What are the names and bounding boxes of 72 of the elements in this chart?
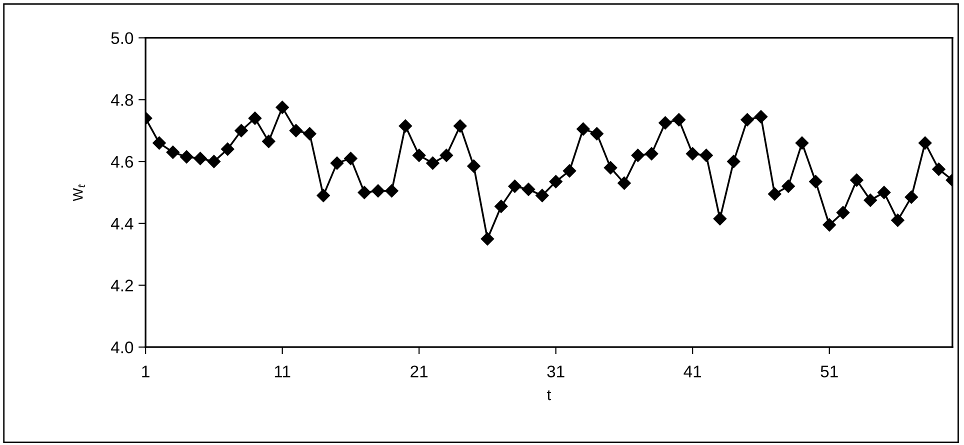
point	[631, 148, 644, 162]
y-tick-label: 4.6	[110, 156, 134, 168]
point	[276, 100, 289, 114]
point	[262, 134, 276, 148]
point	[152, 136, 166, 150]
y-tick-label: 4.8	[110, 94, 134, 106]
y-axis-title: W$_{t}$	[73, 184, 85, 202]
point	[700, 148, 713, 162]
point	[385, 184, 398, 198]
point	[754, 110, 768, 124]
point	[768, 187, 782, 201]
point	[576, 122, 590, 136]
point	[221, 142, 234, 156]
point	[371, 184, 385, 198]
point	[248, 112, 262, 125]
point	[658, 116, 672, 130]
x-tick-label: 11	[274, 366, 290, 378]
point	[180, 150, 194, 164]
point	[918, 136, 932, 150]
point	[549, 175, 562, 188]
point	[864, 194, 877, 207]
point	[289, 124, 303, 138]
point	[494, 200, 508, 213]
point	[330, 156, 344, 170]
point	[344, 152, 358, 166]
point	[877, 186, 891, 200]
point	[426, 156, 440, 170]
point	[467, 160, 480, 173]
point	[740, 113, 754, 126]
point	[850, 174, 864, 187]
point	[166, 146, 180, 159]
point	[303, 127, 316, 140]
point	[316, 188, 330, 202]
point	[836, 206, 850, 220]
point	[358, 186, 371, 200]
x-tick-label: 41	[684, 366, 702, 378]
point	[454, 119, 467, 133]
y-tick-label: 4.4	[110, 218, 134, 230]
point	[562, 164, 576, 178]
x-tick-label: 21	[410, 366, 428, 378]
point	[604, 161, 618, 174]
x-tick-label: 1	[142, 366, 150, 378]
point	[480, 232, 494, 246]
point	[713, 212, 727, 226]
point	[618, 176, 631, 190]
point	[795, 136, 809, 150]
y-tick-label: 5.0	[111, 32, 134, 44]
point	[782, 180, 795, 193]
point	[891, 214, 904, 227]
point	[522, 182, 536, 196]
point	[508, 180, 522, 193]
point	[398, 119, 412, 133]
point	[644, 147, 658, 160]
point	[194, 152, 207, 166]
point	[412, 148, 426, 162]
x-tick-label: 31	[547, 366, 564, 378]
point	[440, 148, 454, 162]
point	[809, 175, 822, 188]
point	[536, 188, 549, 202]
point	[904, 190, 918, 204]
point	[207, 154, 221, 168]
point	[822, 218, 836, 232]
point	[234, 124, 248, 138]
y-tick-label: 4.0	[110, 342, 134, 354]
point	[672, 113, 686, 126]
point	[932, 162, 946, 176]
point	[590, 127, 604, 140]
point	[686, 147, 700, 160]
x-tick-label: 51	[820, 366, 838, 378]
y-tick-label: 4.2	[110, 280, 133, 292]
point	[727, 154, 740, 168]
x-axis-title: t	[547, 390, 552, 400]
